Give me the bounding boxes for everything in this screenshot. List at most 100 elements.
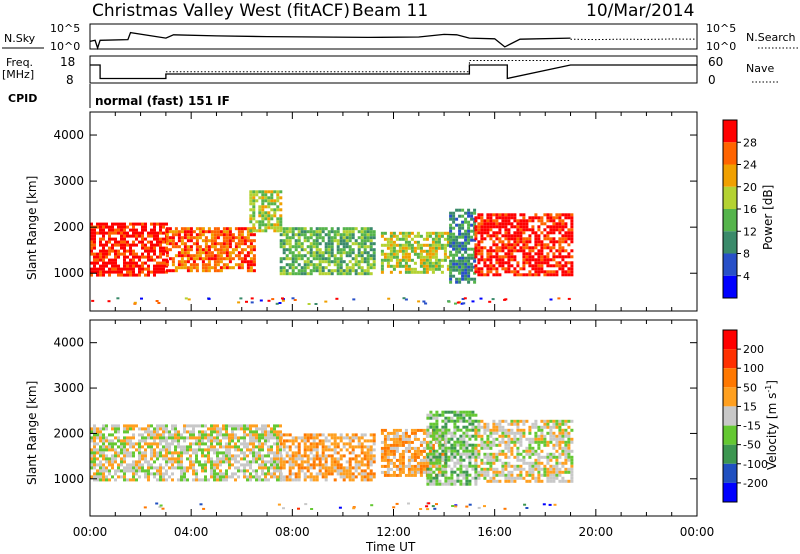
heatmap-cell [519, 234, 523, 238]
heatmap-cell [321, 230, 325, 234]
heatmap-cell [503, 507, 507, 510]
heatmap-cell [234, 236, 238, 240]
heatmap-cell [180, 451, 183, 455]
heatmap-cell [507, 264, 511, 268]
heatmap-cell [204, 424, 207, 428]
heatmap-cell [234, 427, 237, 431]
heatmap-cell [339, 457, 343, 461]
heatmap-cell [407, 243, 411, 247]
heatmap-cell [270, 445, 273, 449]
heatmap-cell [366, 254, 370, 258]
heatmap-cell [156, 270, 159, 274]
heatmap-cell [312, 254, 316, 258]
heatmap-cell [99, 249, 102, 253]
heatmap-cell [102, 451, 105, 455]
heatmap-cell [498, 434, 502, 438]
heatmap-cell [258, 220, 262, 224]
heatmap-cell [492, 249, 496, 253]
heatmap-cell [281, 299, 285, 302]
heatmap-cell [216, 466, 219, 470]
heatmap-cell [404, 255, 408, 259]
heatmap-cell [552, 255, 556, 259]
heatmap-cell [555, 213, 559, 217]
heatmap-cell [440, 270, 444, 274]
heatmap-cell [252, 445, 255, 449]
heatmap-cell [180, 478, 183, 482]
heatmap-cell [213, 260, 217, 264]
heatmap-cell [452, 256, 456, 260]
heatmap-cell [425, 267, 429, 271]
heatmap-cell [467, 238, 471, 242]
heatmap-cell [395, 249, 399, 253]
heatmap-cell [288, 469, 292, 473]
heatmap-cell [446, 255, 450, 259]
heatmap-cell [434, 231, 438, 235]
heatmap-cell [416, 461, 420, 465]
heatmap-cell [455, 253, 459, 257]
heatmap-cell [351, 448, 355, 452]
heatmap-cell [363, 242, 367, 246]
heatmap-cell [231, 427, 234, 431]
heatmap-cell [564, 264, 568, 268]
heatmap-cell [510, 464, 514, 468]
heatmap-cell [570, 440, 574, 444]
heatmap-cell [489, 228, 493, 232]
heatmap-cell [144, 246, 147, 250]
heatmap-cell [564, 479, 568, 483]
heatmap-cell [207, 457, 210, 461]
heatmap-cell [213, 463, 216, 467]
heatmap-cell [504, 267, 508, 271]
heatmap-cell [306, 272, 310, 276]
heatmap-cell [386, 461, 390, 465]
heatmap-cell [156, 222, 159, 226]
heatmap-cell [449, 241, 453, 245]
heatmap-cell [141, 234, 144, 238]
heatmap-cell [434, 255, 438, 259]
heatmap-cell [351, 436, 355, 440]
heatmap-cell [513, 479, 517, 483]
heatmap-cell [147, 472, 150, 476]
heatmap-cell [231, 266, 235, 270]
heatmap-cell [138, 222, 141, 226]
heatmap-cell [354, 272, 358, 276]
heatmap-cell [318, 227, 322, 231]
heatmap-cell [537, 243, 541, 247]
colorbar-tick-label: 12 [743, 225, 757, 238]
heatmap-cell [495, 270, 499, 274]
heatmap-cell [404, 434, 408, 438]
heatmap-cell [435, 428, 439, 432]
heatmap-cell [422, 467, 426, 471]
heatmap-cell [489, 270, 493, 274]
heatmap-cell [144, 448, 147, 452]
heatmap-cell [192, 463, 195, 467]
heatmap-cell [129, 439, 132, 443]
heatmap-cell [192, 436, 195, 440]
heatmap-cell [126, 469, 129, 473]
heatmap-cell [126, 430, 129, 434]
heatmap-cell [192, 230, 196, 234]
heatmap-cell [540, 261, 544, 265]
heatmap-cell [519, 473, 523, 477]
heatmap-cell [96, 463, 99, 467]
heatmap-cell [492, 470, 496, 474]
heatmap-cell [537, 261, 541, 265]
heatmap-cell [426, 479, 430, 483]
heatmap-cell [389, 270, 393, 274]
heatmap-cell [141, 445, 144, 449]
heatmap-cell [366, 260, 370, 264]
heatmap-cell [431, 246, 435, 250]
heatmap-cell [192, 433, 195, 437]
heatmap-cell [108, 240, 111, 244]
heatmap-cell [507, 434, 511, 438]
heatmap-cell [159, 225, 162, 229]
heatmap-cell [542, 503, 546, 506]
heatmap-cell [342, 454, 346, 458]
heatmap-cell [425, 270, 429, 274]
heatmap-cell [249, 266, 253, 270]
heatmap-cell [96, 270, 99, 274]
heatmap-cell [144, 261, 147, 265]
heatmap-cell [123, 243, 126, 247]
colorbar-tick-label: -15 [743, 420, 761, 433]
heatmap-cell [159, 451, 162, 455]
heatmap-cell [297, 269, 301, 273]
